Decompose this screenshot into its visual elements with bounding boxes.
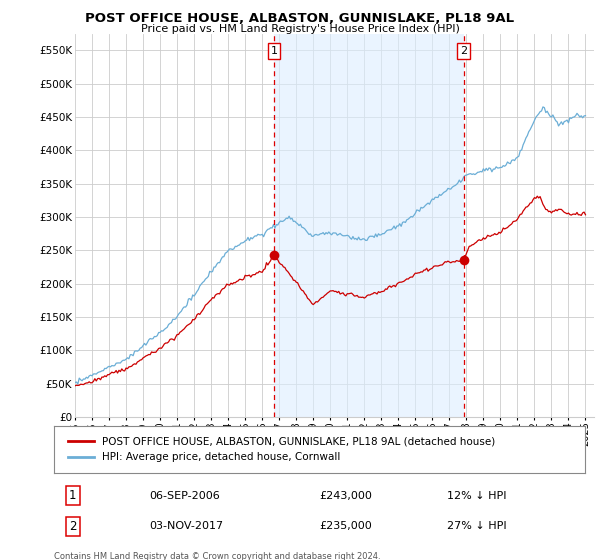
- Text: 27% ↓ HPI: 27% ↓ HPI: [447, 521, 506, 531]
- Text: 12% ↓ HPI: 12% ↓ HPI: [447, 491, 506, 501]
- Text: Contains HM Land Registry data © Crown copyright and database right 2024.
This d: Contains HM Land Registry data © Crown c…: [54, 552, 380, 560]
- Text: Price paid vs. HM Land Registry's House Price Index (HPI): Price paid vs. HM Land Registry's House …: [140, 24, 460, 34]
- Bar: [274, 34, 464, 417]
- Text: 1: 1: [271, 46, 277, 56]
- Legend: POST OFFICE HOUSE, ALBASTON, GUNNISLAKE, PL18 9AL (detached house), HPI: Average: POST OFFICE HOUSE, ALBASTON, GUNNISLAKE,…: [65, 433, 499, 465]
- Text: 2: 2: [69, 520, 76, 533]
- Text: POST OFFICE HOUSE, ALBASTON, GUNNISLAKE, PL18 9AL: POST OFFICE HOUSE, ALBASTON, GUNNISLAKE,…: [85, 12, 515, 25]
- Text: 1: 1: [69, 489, 76, 502]
- Text: 2: 2: [460, 46, 467, 56]
- Text: £235,000: £235,000: [320, 521, 372, 531]
- Text: 06-SEP-2006: 06-SEP-2006: [149, 491, 220, 501]
- Text: £243,000: £243,000: [320, 491, 373, 501]
- Text: 03-NOV-2017: 03-NOV-2017: [149, 521, 224, 531]
